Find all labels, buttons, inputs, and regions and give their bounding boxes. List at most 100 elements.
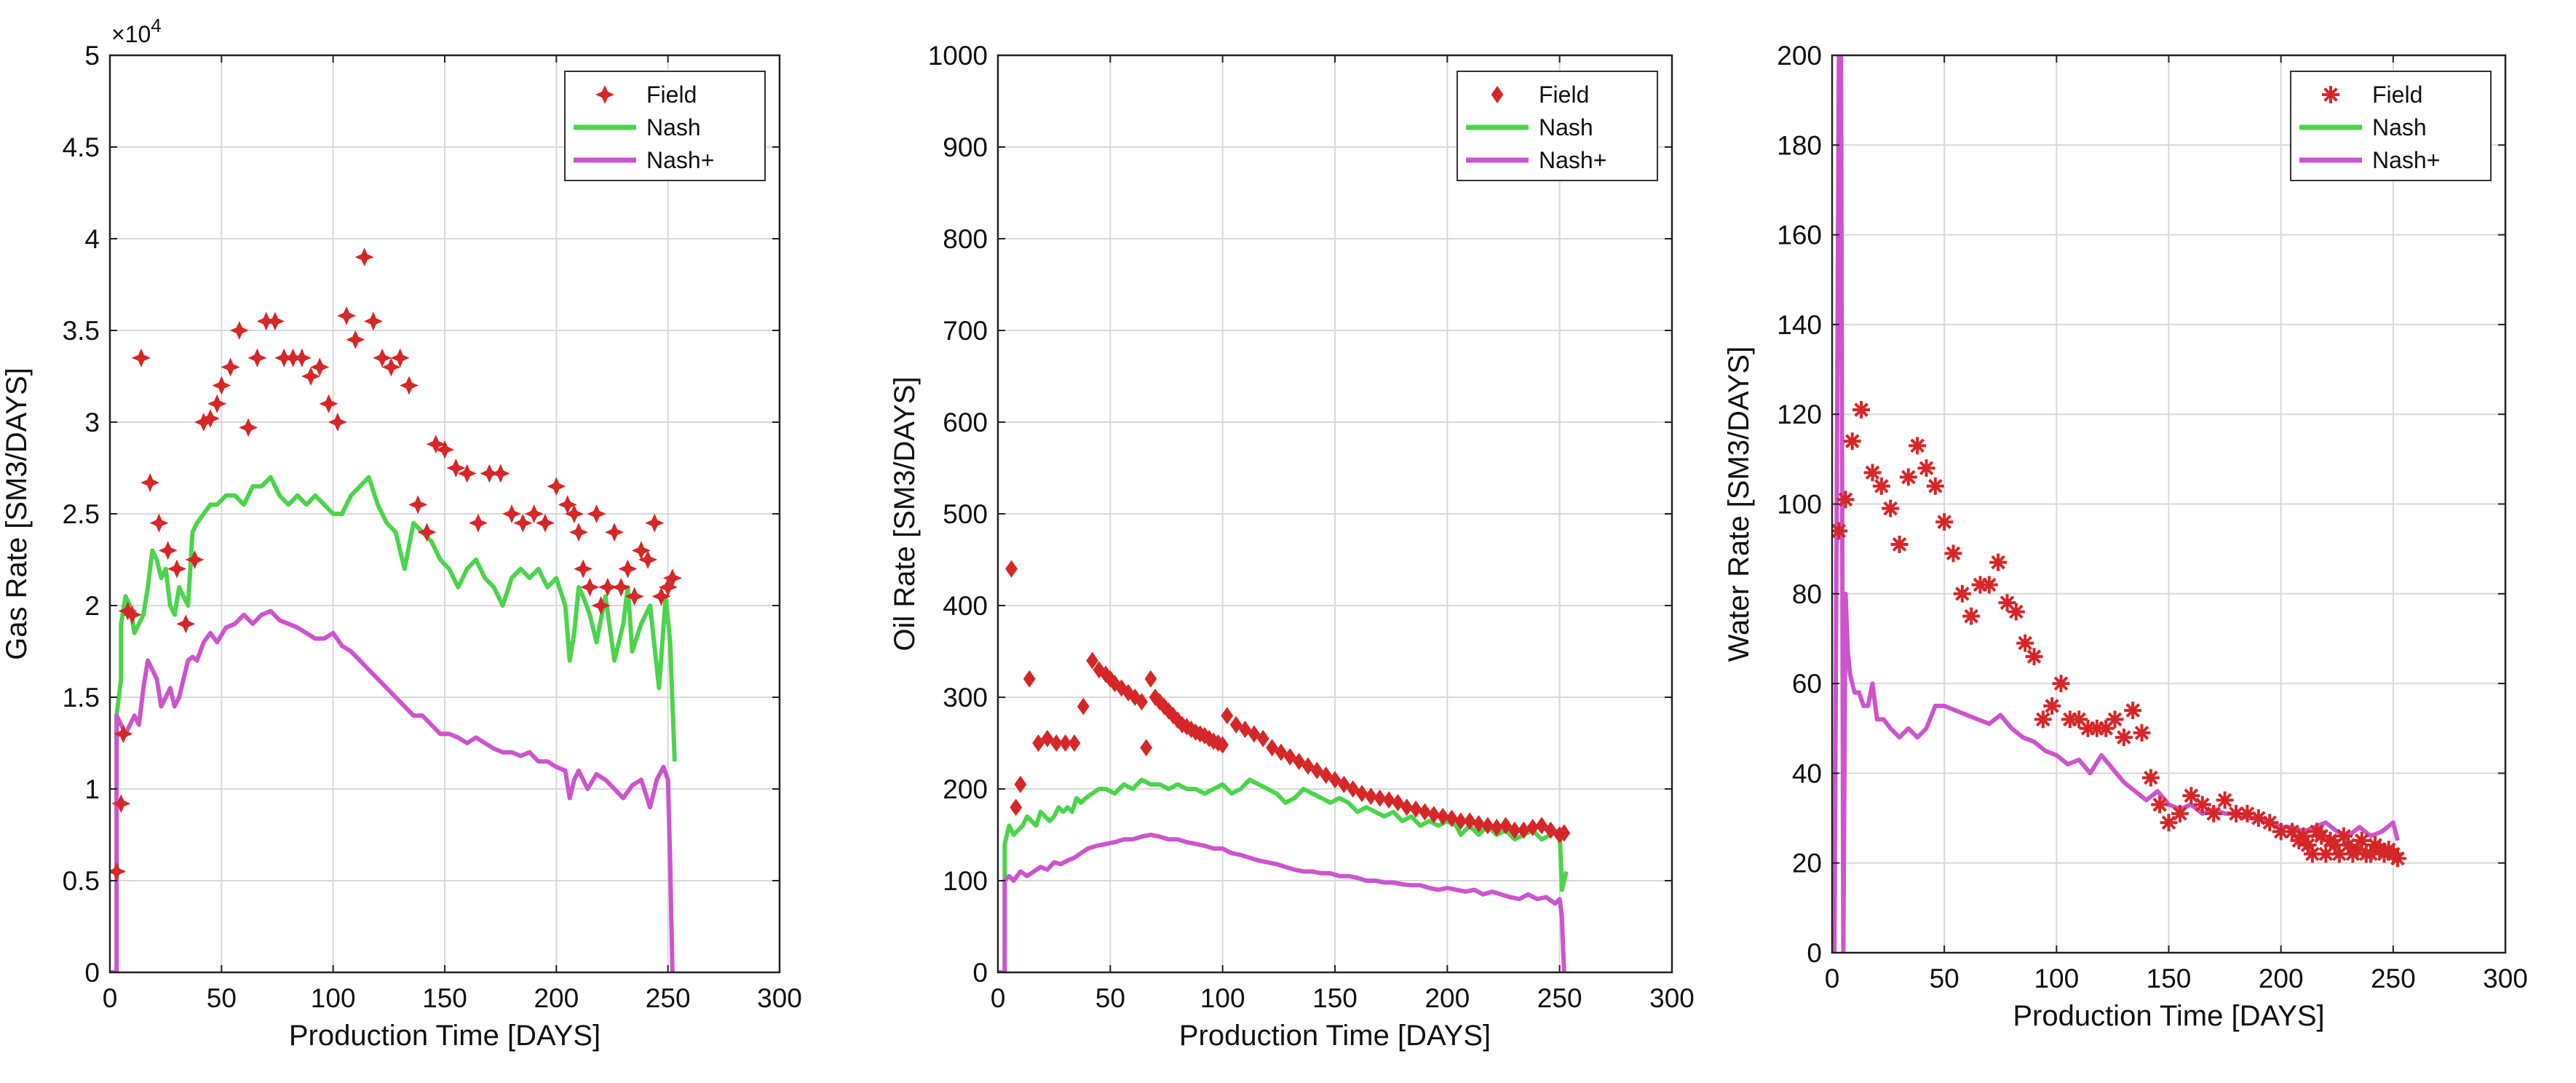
series-field-point-63 <box>2353 831 2371 849</box>
series-field-point-3 <box>1852 401 1871 419</box>
series-field-point-16 <box>221 357 240 377</box>
series-field-point-52 <box>1355 785 1368 803</box>
series-field-point-51 <box>2299 836 2317 854</box>
series-field-point-47 <box>513 513 533 533</box>
series-field-point-30 <box>2097 719 2115 737</box>
y-tick-label-2: 40 <box>1792 758 1822 788</box>
y-tick-label-4: 2 <box>84 591 100 621</box>
panel-2: 0 50 100 150 200 250 300 0 100 200 300 400 500 600 700… <box>889 41 1695 1052</box>
series-field-point-20 <box>2007 603 2025 621</box>
y-tick-label-0: 0 <box>1807 938 1822 968</box>
y-tick-label-8: 4 <box>84 224 100 254</box>
y-exponent-base: ×10 <box>111 21 151 47</box>
y-tick-label-3: 300 <box>943 683 988 713</box>
series-field-point-1 <box>1010 798 1023 817</box>
series-layer <box>1832 55 2406 953</box>
series-field-point-19 <box>247 348 267 368</box>
series-nash-line <box>998 777 1569 972</box>
series-field-point-37 <box>1221 707 1234 725</box>
series-field-point-2 <box>1843 432 1861 451</box>
series-field-point-3 <box>118 601 138 621</box>
series-nash-plus-line <box>998 833 1566 972</box>
y-tick-label-7: 3.5 <box>63 316 100 346</box>
series-field-point-69 <box>1508 821 1521 839</box>
y-tick-label-9: 180 <box>1777 130 1822 160</box>
series-field-point-8 <box>1068 734 1081 752</box>
y-tick-label-0: 0 <box>84 958 100 988</box>
series-field-markers <box>1005 560 1571 844</box>
series-field-point-45 <box>1293 753 1306 771</box>
series-field-point-18 <box>1136 693 1148 711</box>
y-tick-label-3: 60 <box>1792 669 1822 699</box>
x-tick-label-5: 250 <box>2371 964 2416 993</box>
y-tick-label-6: 600 <box>943 408 988 437</box>
series-field-point-40 <box>435 440 454 459</box>
series-field-point-29 <box>2088 719 2106 737</box>
legend-field-label: Field <box>646 82 697 108</box>
series-field-point-54 <box>2313 827 2331 845</box>
x-tick-label-6: 300 <box>1649 983 1695 1013</box>
series-layer <box>110 247 682 972</box>
series-field-point-23 <box>2034 710 2052 729</box>
series-field-point-5 <box>1041 729 1054 747</box>
series-field-point-64 <box>638 550 658 569</box>
series-field-point-5 <box>131 348 151 368</box>
series-field-point-58 <box>598 577 617 597</box>
series-field-point-46 <box>2261 814 2279 832</box>
series-field-point-37 <box>2160 814 2178 832</box>
x-tick-label-1: 50 <box>1095 983 1125 1013</box>
series-field-point-38 <box>2171 804 2189 822</box>
series-field-point-33 <box>1202 729 1216 747</box>
series-field-point-9 <box>1909 437 1927 455</box>
series-field-point-29 <box>337 306 357 325</box>
series-field-point-37 <box>408 495 428 515</box>
y-tick-label-1: 100 <box>943 866 988 896</box>
series-field-point-62 <box>2348 841 2366 859</box>
y-axis-label: Oil Rate [SM3/DAYS] <box>889 376 921 651</box>
x-tick-label-2: 100 <box>311 983 356 1013</box>
series-field-point-65 <box>645 513 665 533</box>
series-field-point-67 <box>1490 818 1503 836</box>
series-field-point-65 <box>1473 814 1485 833</box>
series-field-point-9 <box>167 559 186 579</box>
y-tick-label-4: 80 <box>1792 579 1822 609</box>
x-axis-label: Production Time [DAYS] <box>289 1020 601 1052</box>
series-field-point-16 <box>1971 576 1989 594</box>
series-field-point-17 <box>1980 576 1998 594</box>
legend-nash-label: Nash <box>1539 114 1593 140</box>
series-field-point-42 <box>2216 791 2234 809</box>
legend-field-marker-point-0 <box>1491 86 1504 103</box>
y-tick-label-5: 500 <box>943 499 988 529</box>
series-field-point-21 <box>2016 634 2034 652</box>
series-field-point-40 <box>2193 796 2211 814</box>
x-tick-label-0: 0 <box>103 983 118 1013</box>
series-field-point-50 <box>547 477 566 496</box>
series-field-point-71 <box>1526 818 1539 836</box>
series-field-point-31 <box>2106 710 2124 729</box>
series-field-point-59 <box>1419 803 1431 821</box>
series-field-point-6 <box>1882 499 1900 517</box>
y-tick-label-6: 3 <box>84 408 100 437</box>
series-field-point-61 <box>1436 807 1449 825</box>
series-field-point-10 <box>1086 651 1099 670</box>
series-field-point-45 <box>2249 809 2267 828</box>
y-tick-label-6: 120 <box>1777 400 1822 429</box>
series-field-point-62 <box>1446 809 1458 828</box>
series-field-point-41 <box>2205 804 2223 822</box>
y-exponent-label: ×104 <box>111 15 162 47</box>
series-field-point-75 <box>1558 824 1571 842</box>
series-field-point-14 <box>207 394 227 413</box>
series-field-point-18 <box>239 418 258 437</box>
y-tick-label-3: 1.5 <box>63 683 100 713</box>
y-tick-label-10: 1000 <box>928 41 988 71</box>
y-tick-label-2: 200 <box>943 774 988 804</box>
series-field-point-26 <box>2061 710 2079 729</box>
series-field-point-32 <box>363 312 383 331</box>
series-field-point-4 <box>1863 464 1882 482</box>
series-field-point-42 <box>457 464 477 483</box>
series-field-point-6 <box>140 473 160 493</box>
series-layer <box>998 560 1571 972</box>
series-field-point-32 <box>2115 729 2133 747</box>
series-field-point-38 <box>417 523 437 542</box>
